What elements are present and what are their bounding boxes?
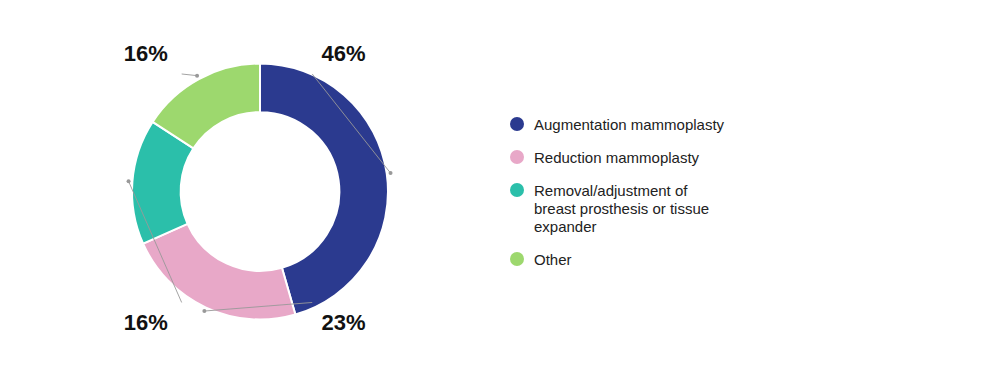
legend-swatch	[510, 183, 524, 197]
leader-line	[204, 302, 312, 311]
leader-line	[312, 74, 390, 173]
legend: Augmentation mammoplasty Reduction mammop…	[510, 116, 725, 268]
pie-group	[132, 64, 388, 320]
legend-label: Reduction mammoplasty	[534, 149, 700, 166]
data-labels: 46% 23% 16% 16%	[124, 41, 393, 335]
leader-dot	[195, 74, 199, 78]
leader-line	[129, 181, 182, 302]
leader-dot	[389, 171, 393, 175]
legend-item: Reduction mammoplasty	[510, 149, 700, 166]
legend-item: Removal/adjustment ofbreast prosthesis o…	[510, 182, 709, 235]
legend-swatch	[510, 150, 524, 164]
slice	[153, 64, 260, 149]
leader-dot	[127, 179, 131, 183]
data-label: 16%	[124, 41, 168, 66]
legend-label: Augmentation mammoplasty	[534, 116, 725, 133]
legend-item: Other	[510, 251, 572, 268]
legend-swatch	[510, 117, 524, 131]
data-label: 23%	[321, 310, 365, 335]
data-label: 46%	[321, 41, 365, 66]
legend-swatch	[510, 252, 524, 266]
legend-label: Other	[534, 251, 572, 268]
chart: 46% 23% 16% 16% Augmentation mammoplasty Redu…	[0, 0, 1005, 383]
leader-dot	[202, 309, 206, 313]
slice	[143, 224, 295, 320]
legend-label: Removal/adjustment ofbreast prosthesis o…	[534, 182, 709, 235]
legend-item: Augmentation mammoplasty	[510, 116, 725, 133]
leader-line	[182, 74, 197, 76]
data-label: 16%	[124, 310, 168, 335]
